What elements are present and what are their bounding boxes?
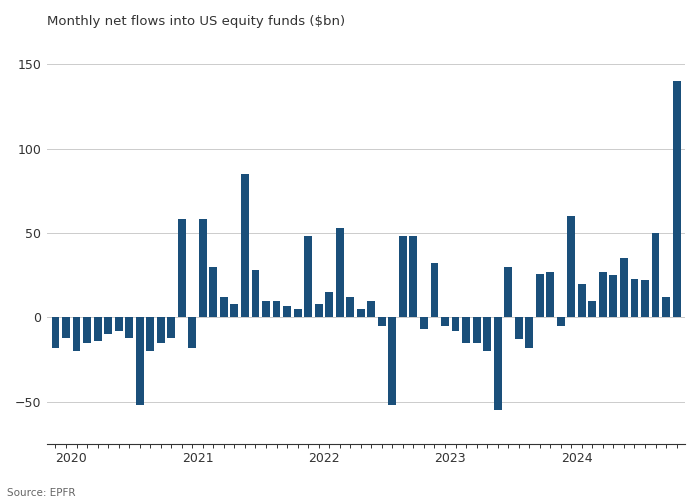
Bar: [209, 267, 217, 318]
Bar: [504, 267, 512, 318]
Bar: [178, 220, 186, 318]
Bar: [357, 309, 365, 318]
Bar: [146, 318, 154, 351]
Bar: [52, 318, 60, 348]
Bar: [262, 300, 270, 318]
Bar: [294, 309, 302, 318]
Bar: [631, 278, 638, 318]
Bar: [136, 318, 144, 405]
Bar: [536, 274, 544, 318]
Bar: [410, 236, 417, 318]
Bar: [62, 318, 70, 338]
Bar: [283, 306, 291, 318]
Bar: [83, 318, 91, 342]
Bar: [610, 275, 617, 318]
Bar: [389, 318, 396, 405]
Bar: [167, 318, 175, 338]
Bar: [514, 318, 523, 340]
Bar: [556, 318, 565, 326]
Bar: [420, 318, 428, 329]
Text: 2020: 2020: [55, 452, 88, 466]
Bar: [483, 318, 491, 351]
Bar: [525, 318, 533, 348]
Bar: [251, 270, 260, 318]
Bar: [368, 300, 375, 318]
Text: 2023: 2023: [435, 452, 466, 466]
Bar: [220, 297, 228, 318]
Bar: [125, 318, 133, 338]
Bar: [336, 228, 344, 318]
Bar: [494, 318, 502, 410]
Bar: [315, 304, 323, 318]
Bar: [230, 304, 239, 318]
Bar: [546, 272, 554, 318]
Bar: [620, 258, 628, 318]
Text: 2022: 2022: [308, 452, 340, 466]
Bar: [599, 272, 607, 318]
Bar: [430, 264, 438, 318]
Bar: [578, 284, 586, 318]
Bar: [452, 318, 459, 331]
Bar: [462, 318, 470, 342]
Bar: [641, 280, 649, 318]
Bar: [326, 292, 333, 318]
Bar: [441, 318, 449, 326]
Bar: [157, 318, 164, 342]
Text: Source: EPFR: Source: EPFR: [7, 488, 76, 498]
Bar: [399, 236, 407, 318]
Bar: [473, 318, 480, 342]
Bar: [304, 236, 312, 318]
Bar: [346, 297, 354, 318]
Bar: [673, 81, 680, 318]
Text: Monthly net flows into US equity funds ($bn): Monthly net flows into US equity funds (…: [47, 15, 345, 28]
Text: 2024: 2024: [561, 452, 592, 466]
Bar: [115, 318, 122, 331]
Bar: [188, 318, 196, 348]
Bar: [662, 297, 670, 318]
Text: 2021: 2021: [182, 452, 214, 466]
Bar: [94, 318, 102, 341]
Bar: [73, 318, 80, 351]
Bar: [272, 300, 281, 318]
Bar: [378, 318, 386, 326]
Bar: [241, 174, 249, 318]
Bar: [589, 300, 596, 318]
Bar: [104, 318, 112, 334]
Bar: [199, 220, 206, 318]
Bar: [652, 233, 659, 318]
Bar: [568, 216, 575, 318]
